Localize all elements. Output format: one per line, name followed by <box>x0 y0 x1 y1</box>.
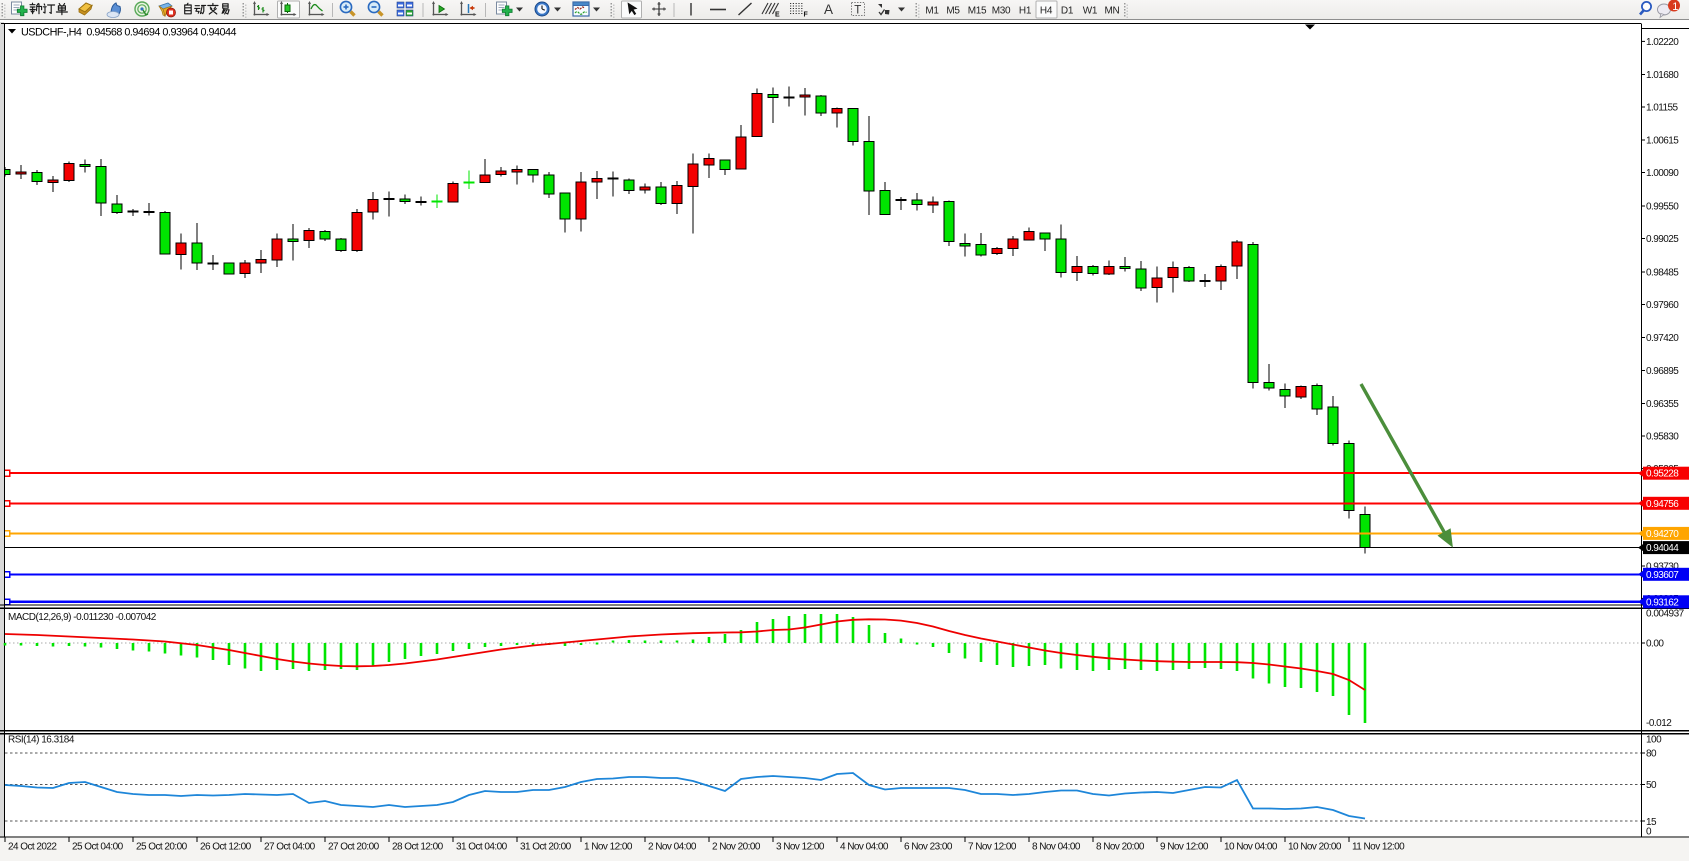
svg-text:8 Nov 20:00: 8 Nov 20:00 <box>1096 842 1145 853</box>
svg-text:27 Oct 04:00: 27 Oct 04:00 <box>264 842 316 853</box>
svg-text:25 Oct 20:00: 25 Oct 20:00 <box>136 842 188 853</box>
svg-text:27 Oct 20:00: 27 Oct 20:00 <box>328 842 380 853</box>
svg-text:28 Oct 12:00: 28 Oct 12:00 <box>392 842 444 853</box>
svg-text:1: 1 <box>1672 1 1678 13</box>
svg-text:7 Nov 12:00: 7 Nov 12:00 <box>968 842 1017 853</box>
svg-text:0.99025: 0.99025 <box>1646 234 1679 245</box>
svg-text:F: F <box>804 12 809 19</box>
svg-text:M15: M15 <box>968 6 987 17</box>
svg-text:W1: W1 <box>1083 6 1098 17</box>
svg-text:0.95830: 0.95830 <box>1646 432 1679 443</box>
svg-text:0.99550: 0.99550 <box>1646 202 1679 213</box>
svg-text:50: 50 <box>1646 780 1657 791</box>
svg-text:MACD(12,26,9) -0.011230 -0.007: MACD(12,26,9) -0.011230 -0.007042 <box>8 612 157 623</box>
svg-text:0.93730: 0.93730 <box>1646 562 1679 573</box>
svg-text:0.97960: 0.97960 <box>1646 300 1679 311</box>
svg-text:USDCHF-,H4 0.94568 0.94694 0.: USDCHF-,H4 0.94568 0.94694 0.93964 0.940… <box>21 27 236 39</box>
svg-text:0.93607: 0.93607 <box>1646 570 1679 581</box>
svg-text:M1: M1 <box>925 6 939 17</box>
svg-text:0.94270: 0.94270 <box>1646 529 1679 540</box>
svg-text:0.98485: 0.98485 <box>1646 268 1679 279</box>
svg-text:0.96895: 0.96895 <box>1646 366 1679 377</box>
svg-text:T: T <box>854 5 861 17</box>
svg-text:H4: H4 <box>1040 6 1053 17</box>
svg-text:10 Nov 20:00: 10 Nov 20:00 <box>1288 842 1342 853</box>
svg-text:15: 15 <box>1646 817 1657 828</box>
svg-text:1.00615: 1.00615 <box>1646 136 1679 147</box>
svg-text:MN: MN <box>1105 6 1120 17</box>
svg-text:0.94756: 0.94756 <box>1646 499 1679 510</box>
svg-text:3 Nov 12:00: 3 Nov 12:00 <box>776 842 825 853</box>
svg-text:6 Nov 23:00: 6 Nov 23:00 <box>904 842 953 853</box>
svg-text:0.96355: 0.96355 <box>1646 399 1679 410</box>
svg-text:1.00090: 1.00090 <box>1646 168 1679 179</box>
svg-text:4 Nov 04:00: 4 Nov 04:00 <box>840 842 889 853</box>
svg-text:0.93162: 0.93162 <box>1646 597 1679 608</box>
svg-text:H1: H1 <box>1019 6 1032 17</box>
svg-text:1.02220: 1.02220 <box>1646 37 1679 48</box>
svg-text:31 Oct 20:00: 31 Oct 20:00 <box>520 842 572 853</box>
svg-text:1.01155: 1.01155 <box>1646 103 1679 114</box>
svg-text:A: A <box>824 2 833 17</box>
svg-text:1.01680: 1.01680 <box>1646 70 1679 81</box>
svg-text:0.97420: 0.97420 <box>1646 333 1679 344</box>
svg-text:-0.012: -0.012 <box>1646 718 1672 729</box>
svg-text:0.95228: 0.95228 <box>1646 469 1679 480</box>
svg-text:0.94044: 0.94044 <box>1646 543 1679 554</box>
svg-text:0: 0 <box>1646 827 1652 838</box>
svg-text:M30: M30 <box>992 6 1011 17</box>
svg-text:31 Oct 04:00: 31 Oct 04:00 <box>456 842 508 853</box>
svg-text:80: 80 <box>1646 749 1657 760</box>
svg-text:24 Oct 2022: 24 Oct 2022 <box>8 842 57 853</box>
svg-text:0.004937: 0.004937 <box>1646 609 1685 620</box>
svg-text:E: E <box>775 12 780 19</box>
svg-text:11 Nov 12:00: 11 Nov 12:00 <box>1352 842 1405 853</box>
svg-text:1 Nov 12:00: 1 Nov 12:00 <box>584 842 633 853</box>
svg-text:26 Oct 12:00: 26 Oct 12:00 <box>200 842 252 853</box>
svg-text:8 Nov 04:00: 8 Nov 04:00 <box>1032 842 1081 853</box>
svg-text:25 Oct 04:00: 25 Oct 04:00 <box>72 842 124 853</box>
svg-text:0.00: 0.00 <box>1646 639 1664 650</box>
svg-text:10 Nov 04:00: 10 Nov 04:00 <box>1224 842 1278 853</box>
svg-text:100: 100 <box>1646 735 1662 746</box>
svg-text:9 Nov 12:00: 9 Nov 12:00 <box>1160 842 1209 853</box>
svg-text:M5: M5 <box>946 6 960 17</box>
svg-text:D1: D1 <box>1061 6 1074 17</box>
svg-text:RSI(14) 16.3184: RSI(14) 16.3184 <box>8 735 75 746</box>
svg-text:2 Nov 20:00: 2 Nov 20:00 <box>712 842 761 853</box>
svg-text:2 Nov 04:00: 2 Nov 04:00 <box>648 842 697 853</box>
